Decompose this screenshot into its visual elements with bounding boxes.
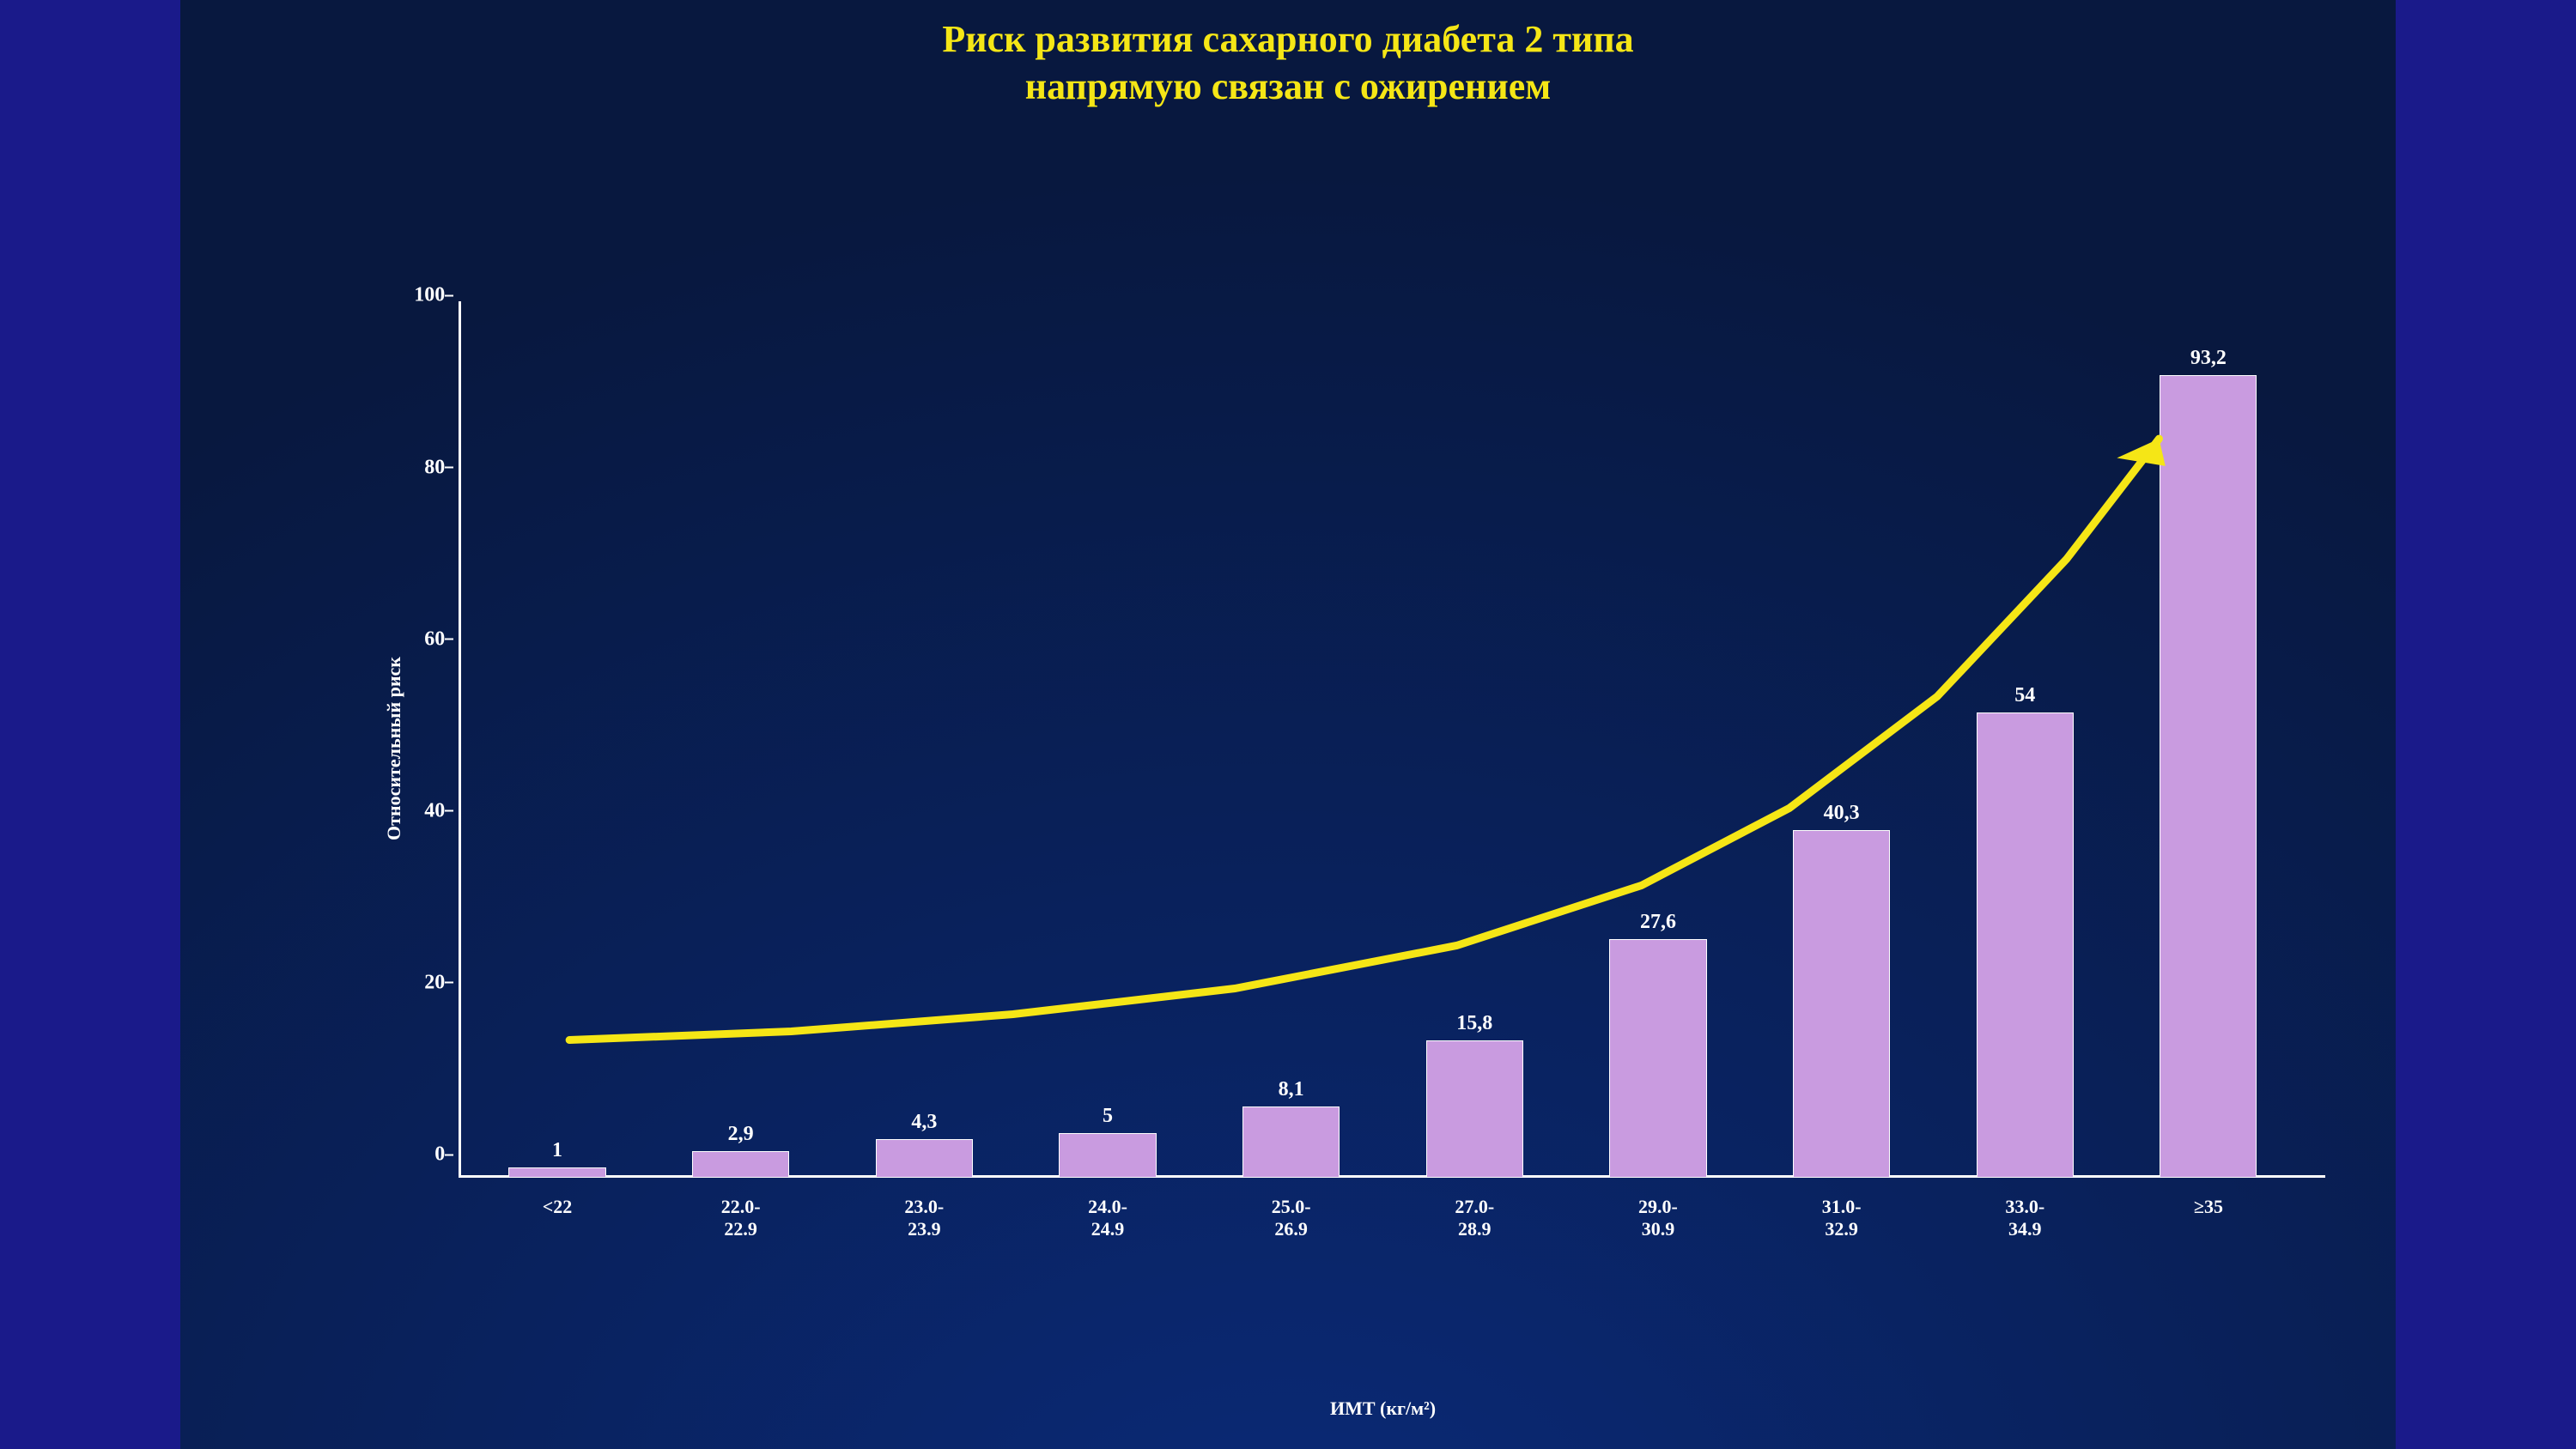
chart: Относительный риск 020406080100 12,94,35… bbox=[380, 318, 2307, 1420]
slide-title: Риск развития сахарного диабета 2 типа н… bbox=[180, 0, 2396, 110]
bar-slot: 15,8 bbox=[1382, 318, 1566, 1178]
bar-value-label: 8,1 bbox=[1279, 1078, 1304, 1101]
bar bbox=[1426, 1040, 1523, 1178]
bar-slot: 2,9 bbox=[649, 318, 833, 1178]
y-axis-label: Относительный риск bbox=[380, 318, 409, 1178]
x-tick-label: 33.0- 34.9 bbox=[1933, 1196, 2117, 1241]
x-tick-label: <22 bbox=[465, 1196, 649, 1241]
slide: Риск развития сахарного диабета 2 типа н… bbox=[180, 0, 2396, 1449]
bar bbox=[508, 1167, 605, 1178]
right-margin bbox=[2396, 0, 2576, 1449]
bar-slot: 8,1 bbox=[1200, 318, 1383, 1178]
x-tick-label: 25.0- 26.9 bbox=[1200, 1196, 1383, 1241]
x-axis-label: ИМТ (кг/м²) bbox=[459, 1397, 2307, 1420]
left-margin bbox=[0, 0, 180, 1449]
bar-value-label: 2,9 bbox=[728, 1123, 754, 1146]
bar-slot: 4,3 bbox=[833, 318, 1017, 1178]
bar bbox=[2160, 375, 2257, 1178]
bar-value-label: 40,3 bbox=[1824, 802, 1860, 825]
title-line-2: напрямую связан с ожирением bbox=[1025, 65, 1551, 107]
y-ticks: 020406080100 bbox=[410, 318, 453, 1178]
outer-frame: Риск развития сахарного диабета 2 типа н… bbox=[0, 0, 2576, 1449]
y-tick: 20 bbox=[424, 971, 445, 994]
x-labels: <2222.0- 22.923.0- 23.924.0- 24.925.0- 2… bbox=[459, 1189, 2307, 1241]
x-tick-label: 31.0- 32.9 bbox=[1750, 1196, 1934, 1241]
bar-slot: 1 bbox=[465, 318, 649, 1178]
bar-slot: 93,2 bbox=[2117, 318, 2300, 1178]
x-tick-label: 22.0- 22.9 bbox=[649, 1196, 833, 1241]
title-line-1: Риск развития сахарного диабета 2 типа bbox=[942, 18, 1633, 60]
bar-value-label: 54 bbox=[2014, 684, 2035, 707]
bar bbox=[1977, 712, 2074, 1178]
bar-value-label: 27,6 bbox=[1640, 911, 1676, 934]
y-tick: 100 bbox=[414, 284, 445, 307]
bar-value-label: 4,3 bbox=[911, 1111, 937, 1134]
bar-slot: 40,3 bbox=[1750, 318, 1934, 1178]
x-tick-label: 24.0- 24.9 bbox=[1016, 1196, 1200, 1241]
bar-value-label: 1 bbox=[552, 1139, 562, 1162]
x-tick-label: 29.0- 30.9 bbox=[1566, 1196, 1750, 1241]
bar bbox=[1793, 830, 1890, 1178]
bar bbox=[1242, 1106, 1340, 1178]
bar-slot: 27,6 bbox=[1566, 318, 1750, 1178]
bar-value-label: 15,8 bbox=[1456, 1012, 1492, 1035]
x-tick-label: ≥35 bbox=[2117, 1196, 2300, 1241]
bars-container: 1 2,9 4,3 5 8,1 15,8 27,6 40,3 54 93,2 bbox=[459, 318, 2307, 1178]
y-tick: 80 bbox=[424, 456, 445, 479]
bar bbox=[692, 1151, 789, 1178]
x-tick-label: 23.0- 23.9 bbox=[833, 1196, 1017, 1241]
bar bbox=[876, 1139, 973, 1178]
x-tick-label: 27.0- 28.9 bbox=[1382, 1196, 1566, 1241]
bar-value-label: 93,2 bbox=[2190, 347, 2227, 370]
bar-value-label: 5 bbox=[1103, 1105, 1113, 1128]
bar bbox=[1609, 939, 1706, 1178]
bar bbox=[1059, 1133, 1156, 1178]
y-tick: 60 bbox=[424, 627, 445, 651]
y-tick: 40 bbox=[424, 799, 445, 822]
bar-slot: 54 bbox=[1933, 318, 2117, 1178]
y-tick: 0 bbox=[434, 1143, 445, 1167]
y-axis-label-text: Относительный риск bbox=[383, 657, 405, 840]
bar-slot: 5 bbox=[1016, 318, 1200, 1178]
plot-area: 1 2,9 4,3 5 8,1 15,8 27,6 40,3 54 93,2 bbox=[459, 318, 2307, 1178]
